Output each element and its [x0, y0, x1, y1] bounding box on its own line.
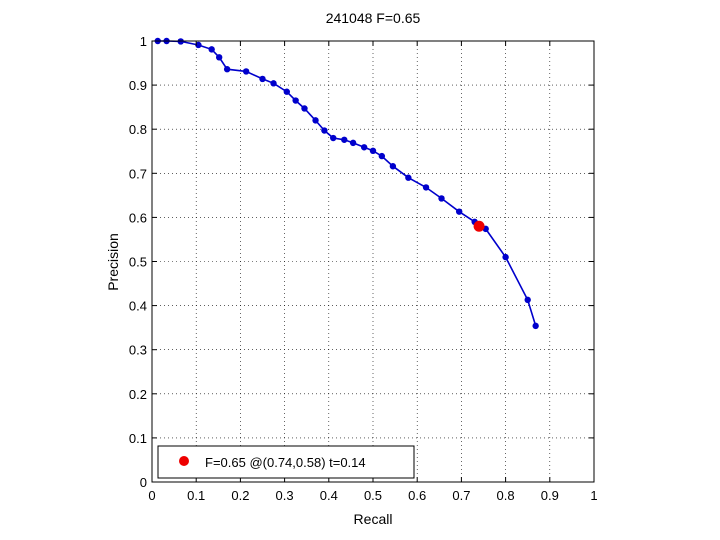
best-f-point [473, 220, 485, 232]
data-point [405, 174, 412, 181]
data-point [292, 97, 299, 104]
pr-curve [154, 37, 539, 330]
data-point [242, 68, 250, 75]
y-tick-label: 0.2 [129, 387, 147, 402]
legend: F=0.65 @(0.74,0.58) t=0.14 [157, 445, 415, 479]
x-tick-label: 0 [148, 488, 155, 503]
legend-box [157, 445, 415, 479]
x-tick-label: 0.4 [320, 488, 338, 503]
data-point [270, 80, 277, 87]
data-point [378, 152, 386, 160]
y-tick-label: 0.6 [129, 210, 147, 225]
data-point [360, 144, 368, 151]
y-tick-label: 0.4 [129, 299, 147, 314]
data-point [312, 117, 319, 124]
data-point [341, 136, 348, 143]
y-tick-label: 0.5 [129, 255, 147, 270]
y-tick-label: 0 [140, 475, 147, 490]
grid-lines [152, 41, 594, 482]
data-point [223, 66, 231, 73]
data-point [330, 134, 337, 142]
x-axis-label: Recall [354, 511, 393, 527]
x-tick-label: 0.2 [231, 488, 249, 503]
x-tick-label: 0.1 [187, 488, 205, 503]
x-tick-label: 0.3 [276, 488, 294, 503]
y-tick-label: 0.8 [129, 122, 147, 137]
data-point [215, 54, 223, 61]
legend-text: F=0.65 @(0.74,0.58) t=0.14 [205, 455, 366, 470]
data-point [422, 184, 430, 191]
x-tick-label: 0.5 [364, 488, 382, 503]
x-tick-label: 0.8 [497, 488, 515, 503]
legend-marker [179, 456, 189, 466]
x-tick-label: 1 [590, 488, 597, 503]
data-point [321, 127, 328, 134]
data-point [438, 195, 445, 202]
x-tick-label: 0.9 [541, 488, 559, 503]
data-point [369, 147, 377, 155]
data-point [389, 163, 397, 170]
data-point [259, 75, 266, 83]
data-point [195, 41, 202, 49]
x-tick-label: 0.6 [408, 488, 426, 503]
data-point [283, 88, 291, 95]
y-tick-label: 0.9 [129, 78, 147, 93]
data-point [502, 253, 509, 261]
y-tick-label: 0.3 [129, 343, 147, 358]
y-tick-label: 1 [140, 34, 147, 49]
data-point [349, 139, 357, 147]
y-tick-label: 0.1 [129, 431, 147, 446]
data-point [208, 46, 215, 53]
data-point [455, 208, 463, 215]
data-point [301, 105, 308, 112]
x-tick-label: 0.7 [452, 488, 470, 503]
y-tick-label: 0.7 [129, 166, 147, 181]
y-axis-label: Precision [105, 233, 121, 291]
data-point [524, 296, 531, 304]
chart-title: 241048 F=0.65 [326, 10, 421, 26]
axis-ticks: 0 0.1 0.2 0.3 0.4 0.5 0.6 0.7 0.8 0.9 1 0 0.1 0.2 0.3 0… [129, 34, 598, 503]
data-point [532, 322, 539, 330]
